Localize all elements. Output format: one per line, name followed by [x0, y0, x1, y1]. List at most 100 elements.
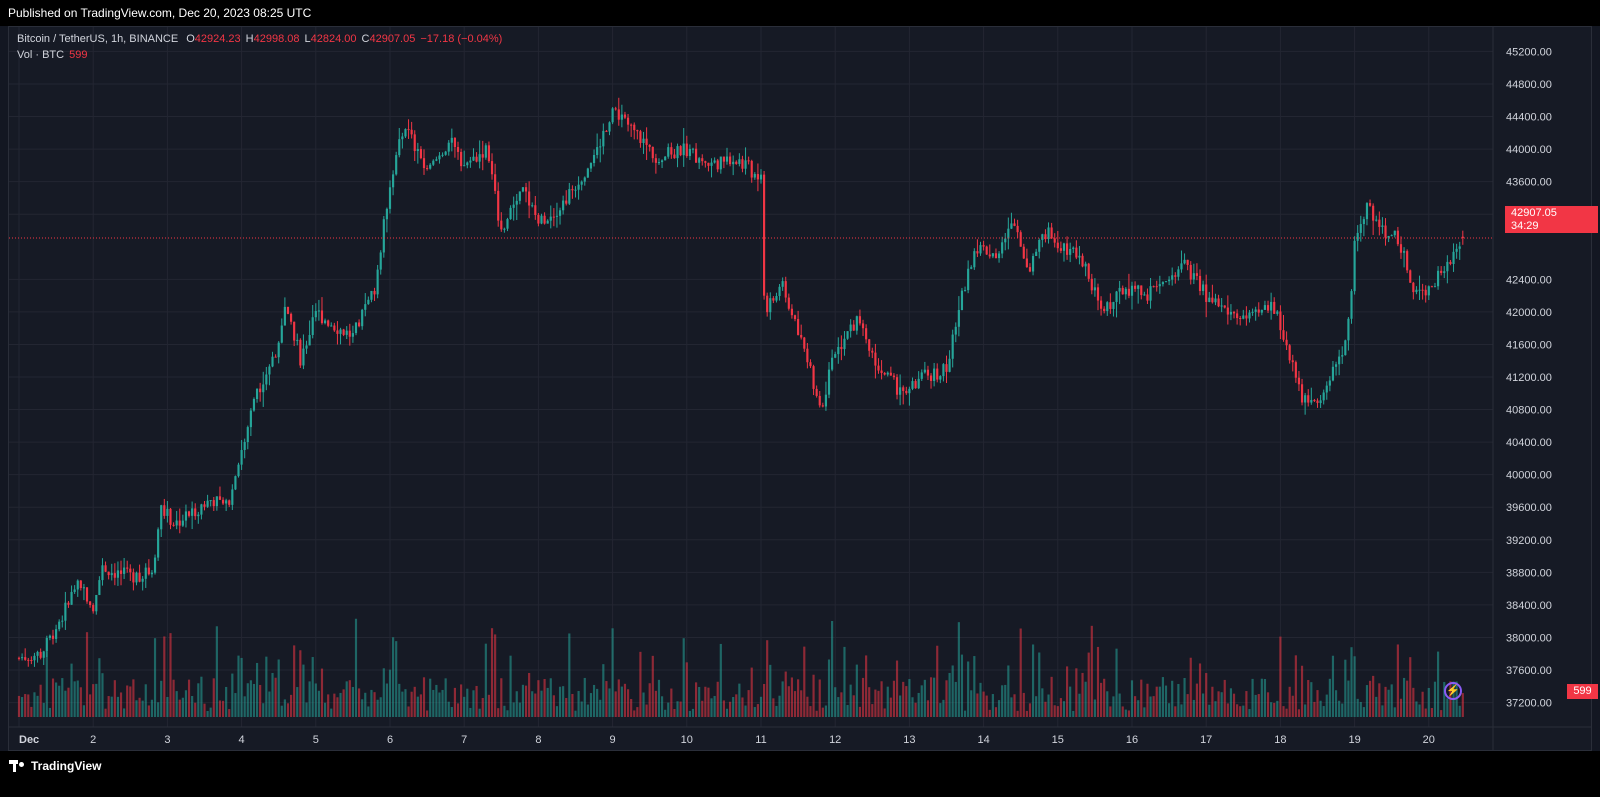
candle-body: [126, 567, 129, 569]
candle-body: [676, 146, 679, 159]
candle-body: [138, 572, 141, 582]
candle-body: [367, 299, 370, 305]
volume-bar: [1149, 696, 1152, 717]
candle-body: [1022, 246, 1025, 259]
candle-body: [803, 337, 806, 349]
volume-bar: [534, 693, 537, 717]
volume-bar: [997, 700, 1001, 717]
volume-bar: [651, 655, 654, 717]
volume-bar: [1316, 690, 1319, 717]
volume-bar: [1270, 702, 1273, 717]
volume-bar: [283, 699, 286, 717]
volume-bar: [1232, 693, 1236, 717]
candle-body: [336, 330, 339, 334]
volume-bar: [716, 681, 719, 717]
volume-bar: [447, 701, 450, 717]
volume-bar: [1022, 692, 1025, 717]
candle-body: [1183, 259, 1186, 264]
volume-bar: [1313, 701, 1316, 717]
candle-body: [1331, 366, 1335, 381]
volume-bar: [834, 687, 837, 717]
candle-body: [1019, 232, 1022, 247]
candle-body: [450, 137, 453, 143]
volume-bar: [1263, 679, 1267, 717]
volume-bar: [1291, 695, 1294, 717]
candle-body: [806, 348, 809, 363]
candle-body: [1013, 223, 1016, 226]
candle-body: [837, 346, 840, 355]
candle-body: [763, 174, 766, 296]
candle-body: [608, 122, 611, 132]
volume-bar: [1381, 705, 1384, 717]
candle-body: [333, 325, 336, 331]
volume-bar: [388, 669, 392, 717]
volume-bar: [1140, 679, 1143, 717]
candle-body: [237, 464, 240, 477]
symbol-label[interactable]: Bitcoin / TetherUS, 1h, BINANCE: [17, 33, 179, 45]
candle-body: [435, 159, 438, 161]
volume-bar: [113, 680, 116, 717]
volume-bar: [1406, 680, 1409, 717]
candle-body: [376, 269, 379, 295]
candle-body: [1263, 305, 1267, 310]
price-chart[interactable]: 45200.00 44800.00 44400.00 44000.00 43600.00…: [9, 27, 1592, 751]
candle-body: [861, 323, 865, 329]
lightning-icon[interactable]: ⚡: [1444, 682, 1462, 700]
volume-bar: [274, 677, 277, 717]
volume-bar: [1239, 706, 1242, 717]
time-axis-label: 12: [829, 734, 841, 746]
candle-body: [39, 651, 42, 658]
volume-bar: [444, 678, 447, 717]
volume-bar: [1458, 705, 1461, 717]
volume-bar: [1409, 657, 1412, 717]
volume-bar: [45, 651, 48, 717]
candle-body: [750, 160, 753, 178]
volume-bar: [626, 689, 630, 717]
candle-body: [883, 372, 886, 375]
chart-pane[interactable]: 45200.00 44800.00 44400.00 44000.00 43600.00…: [8, 26, 1592, 751]
volume-bar: [382, 668, 385, 717]
candle-body: [667, 147, 670, 157]
tradingview-logo[interactable]: TradingView: [9, 759, 101, 773]
candle-body: [1124, 288, 1127, 295]
volume-bar: [289, 694, 293, 717]
volume-bar: [481, 698, 484, 717]
volume-label[interactable]: Vol · BTC: [17, 49, 65, 61]
volume-bar: [645, 704, 648, 717]
candle-body: [1031, 255, 1035, 272]
volume-bar: [231, 673, 234, 717]
candle-body: [1130, 285, 1134, 296]
candle-body: [1127, 288, 1130, 296]
candle-body: [413, 134, 416, 152]
volume-bar: [868, 687, 871, 717]
volume-bar: [784, 671, 787, 717]
volume-bar: [1248, 709, 1251, 717]
candle-body: [565, 200, 568, 204]
candle-body: [589, 163, 593, 169]
candle-body: [797, 319, 800, 335]
candle-body: [1041, 234, 1044, 240]
candle-body: [472, 156, 475, 161]
volume-bar: [85, 632, 89, 717]
time-axis-label: 2: [90, 734, 96, 746]
candle-body: [76, 580, 79, 590]
volume-bar: [296, 687, 299, 717]
candle-body: [1257, 309, 1260, 313]
volume-bar: [1065, 666, 1069, 717]
volume-bar: [531, 691, 534, 717]
candle-body: [1047, 227, 1050, 240]
volume-bar: [1016, 710, 1019, 717]
volume-bar: [181, 697, 184, 717]
volume-bar: [1266, 692, 1270, 717]
volume-bar: [429, 678, 432, 717]
candle-body: [1402, 251, 1406, 253]
volume-bar: [1254, 694, 1257, 717]
candle-body: [1059, 248, 1062, 251]
candle-body: [249, 410, 252, 428]
candle-body: [1226, 307, 1229, 315]
candle-body: [339, 329, 342, 334]
volume-bar: [305, 702, 308, 717]
candle-body: [982, 245, 985, 247]
volume-bar: [200, 676, 203, 717]
candle-body: [1115, 291, 1118, 302]
